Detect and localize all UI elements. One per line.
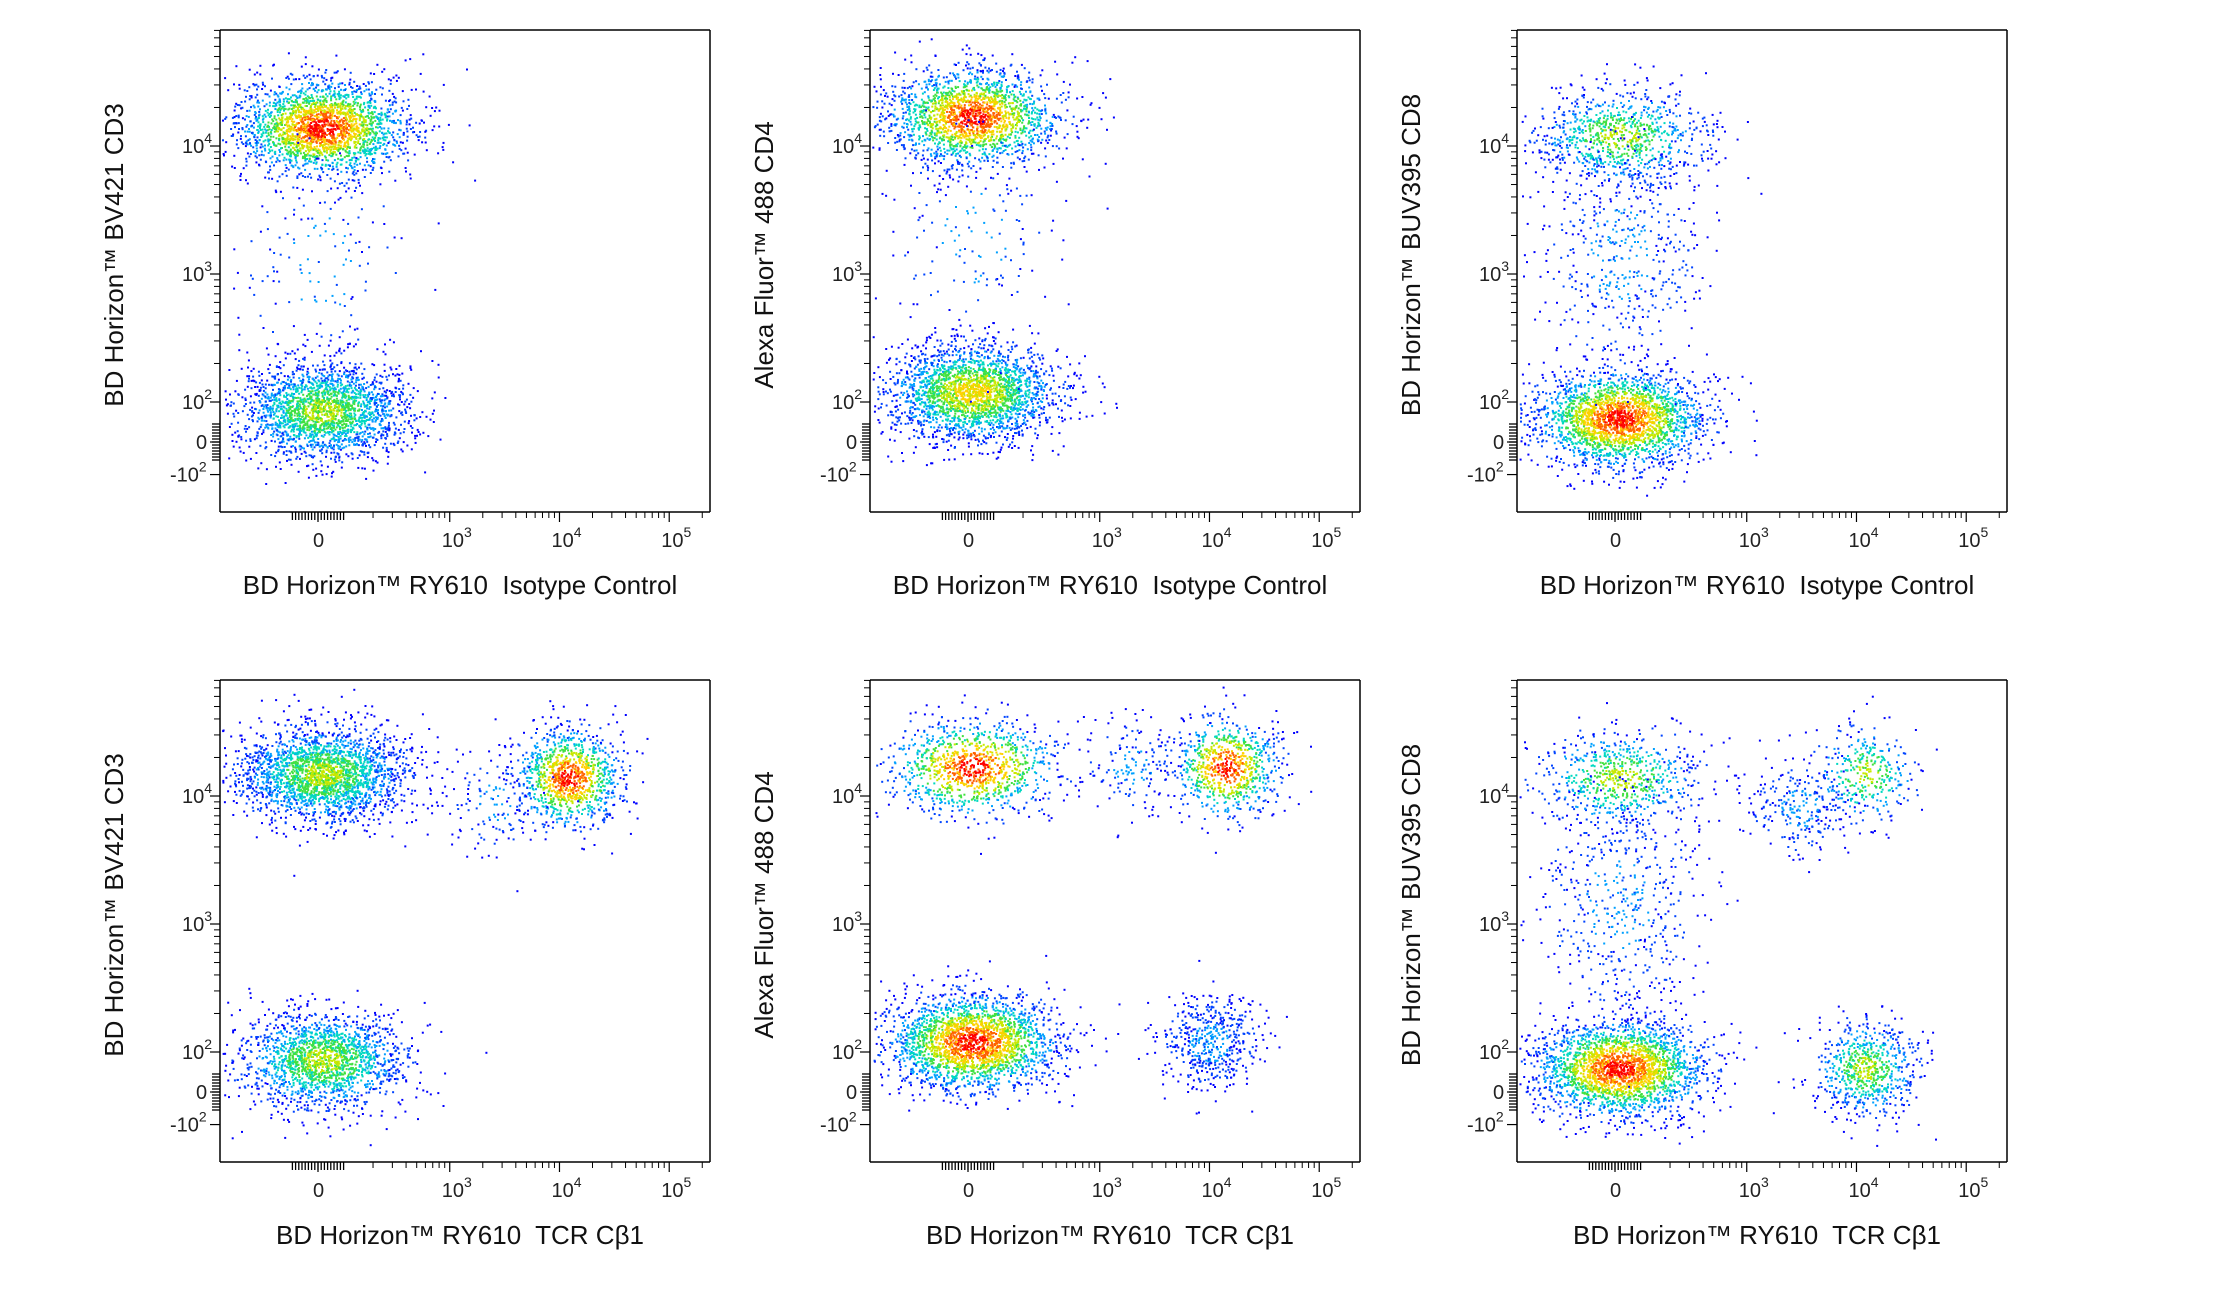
x-axis-label: BD Horizon™ RY610 Isotype Control [1517,570,1997,601]
population-cluster [1522,63,1763,225]
y-tick-label: 0 [196,432,207,454]
x-axis-label: BD Horizon™ RY610 Isotype Control [220,570,700,601]
x-tick-label: 0 [963,1180,974,1202]
y-tick-label: 0 [846,1082,857,1104]
population-cluster [875,86,1109,403]
y-tick-label: 103 [1479,908,1509,936]
y-tick-label: -102 [820,459,857,487]
x-tick-label: 0 [313,530,324,552]
population-cluster [495,700,649,854]
y-tick-label: 103 [832,908,862,936]
x-tick-label: 104 [1848,524,1878,552]
y-axis-label: BD Horizon™ BV421 CD3 [99,25,131,485]
population-cluster [873,319,1118,466]
y-tick-label: 0 [1493,432,1504,454]
x-tick-label: 104 [1848,1174,1878,1202]
y-tick-label: 103 [182,258,212,286]
x-tick-label: 105 [1958,524,1988,552]
event-dots [872,38,1118,466]
population-cluster [874,955,1121,1112]
population-cluster [1519,982,1774,1144]
y-tick-label: 102 [1479,1036,1509,1064]
x-tick-label: 103 [442,524,472,552]
population-cluster [1039,708,1200,838]
x-tick-label: 103 [1092,1174,1122,1202]
x-tick-label: 104 [1201,1174,1231,1202]
population-cluster [223,988,488,1146]
y-tick-label: 0 [846,432,857,454]
y-tick-label: 103 [1479,258,1509,286]
y-tick-label: 104 [182,130,212,158]
y-tick-label: 102 [832,1036,862,1064]
population-cluster [1789,696,1938,839]
y-tick-label: 103 [182,908,212,936]
y-tick-label: 104 [1479,130,1509,158]
population-cluster [1778,1005,1937,1147]
x-tick-label: 103 [442,1174,472,1202]
y-axis-label: Alexa Fluor™ 488 CD4 [749,675,781,1135]
population-cluster [222,689,462,877]
x-tick-label: 105 [1958,1174,1988,1202]
x-axis-label: BD Horizon™ RY610 TCR Cβ1 [1517,1220,1997,1251]
y-tick-label: 102 [182,386,212,414]
y-axis-label: BD Horizon™ BUV395 CD8 [1396,25,1428,485]
y-tick-label: 102 [832,386,862,414]
y-tick-label: 0 [196,1082,207,1104]
y-tick-label: 102 [182,1036,212,1064]
y-tick-label: 104 [1479,780,1509,808]
population-cluster [1138,960,1288,1115]
population-cluster [1520,326,1758,497]
y-tick-label: 104 [832,130,862,158]
event-dots [1519,696,1937,1147]
event-dots [222,52,476,485]
event-dots [874,687,1313,1115]
x-axis-label: BD Horizon™ RY610 Isotype Control [870,570,1350,601]
population-cluster [876,694,1101,855]
x-tick-label: 0 [1610,530,1621,552]
y-axis-label: Alexa Fluor™ 488 CD4 [749,25,781,485]
x-tick-label: 103 [1739,524,1769,552]
y-tick-label: 0 [1493,1082,1504,1104]
x-tick-label: 0 [963,530,974,552]
x-tick-label: 0 [313,1180,324,1202]
panel-cd8-isotype: 0 103 104 105 -102 0 102 103 104 BD Horizon™ RY6… [1297,0,1997,640]
event-dots [1520,63,1763,497]
y-axis-label: BD Horizon™ BV421 CD3 [99,675,131,1135]
x-tick-label: 104 [551,524,581,552]
y-tick-label: 103 [832,258,862,286]
x-tick-label: 104 [1201,524,1231,552]
y-tick-label: -102 [170,459,207,487]
population-cluster [1520,702,1741,852]
panel-cd8-tcr: 0 103 104 105 -102 0 102 103 104 BD Horizon™ RY6… [1297,650,1997,1290]
y-tick-label: 102 [1479,386,1509,414]
event-dots [222,689,648,1146]
x-axis-label: BD Horizon™ RY610 TCR Cβ1 [870,1220,1350,1251]
population-cluster [872,38,1115,209]
x-axis-label: BD Horizon™ RY610 TCR Cβ1 [220,1220,700,1251]
x-tick-label: 103 [1739,1174,1769,1202]
y-tick-label: 104 [832,780,862,808]
x-tick-label: 103 [1092,524,1122,552]
y-axis-label: BD Horizon™ BUV395 CD8 [1396,675,1428,1135]
x-tick-label: 104 [551,1174,581,1202]
population-cluster [225,325,447,485]
population-cluster [222,52,476,223]
x-tick-label: 0 [1610,1180,1621,1202]
y-tick-label: -102 [170,1109,207,1137]
y-tick-label: -102 [820,1109,857,1137]
y-tick-label: -102 [1467,459,1504,487]
y-tick-label: 104 [182,780,212,808]
y-tick-label: -102 [1467,1109,1504,1137]
